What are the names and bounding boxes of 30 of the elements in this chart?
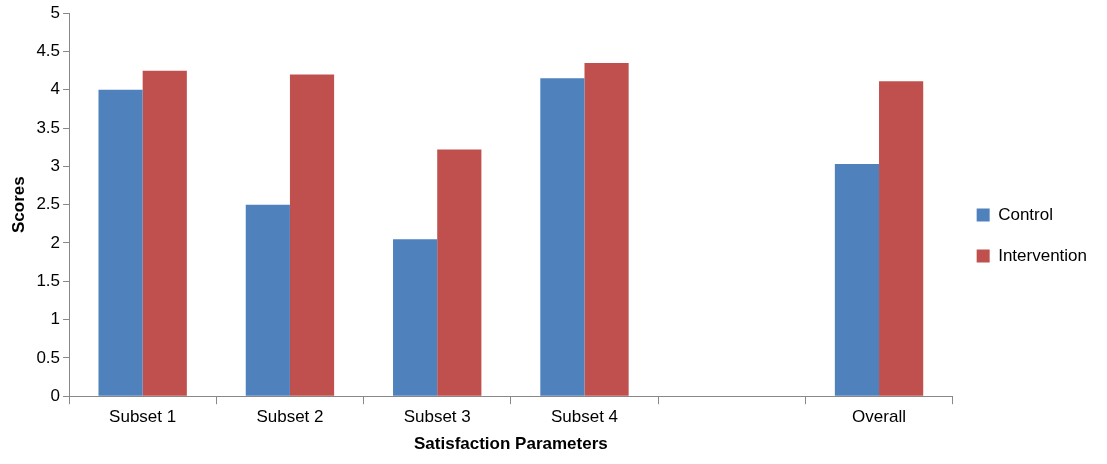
- y-tick-label: 0: [50, 385, 61, 405]
- x-tick-label: Subset 1: [109, 407, 177, 427]
- bar: [245, 204, 290, 396]
- bar: [98, 89, 143, 396]
- bar: [584, 62, 629, 396]
- x-axis-title: Satisfaction Parameters: [414, 434, 608, 454]
- bar: [540, 78, 585, 396]
- y-tick-label: 2: [50, 232, 61, 252]
- bar: [879, 81, 924, 396]
- y-tick-label: 1.5: [36, 270, 61, 290]
- y-axis-title: Scores: [8, 176, 28, 234]
- bar: [289, 74, 335, 396]
- y-tick-label: 1: [50, 309, 61, 329]
- bar: [437, 149, 482, 396]
- legend-label: Control: [998, 204, 1053, 224]
- bar: [834, 164, 880, 396]
- bar: [142, 70, 187, 396]
- y-tick-label: 5: [50, 2, 61, 22]
- y-tick-label: 2.5: [36, 194, 61, 214]
- legend-label: Intervention: [998, 245, 1088, 265]
- y-tick-label: 0.5: [36, 347, 61, 367]
- x-tick-label: Subset 2: [256, 407, 324, 427]
- x-tick-label: Overall: [852, 407, 906, 427]
- y-tick-label: 4: [50, 79, 61, 99]
- y-tick-label: 3: [50, 156, 61, 176]
- y-tick-label: 4.5: [36, 41, 61, 61]
- y-tick-label: 3.5: [36, 117, 61, 137]
- bar: [393, 239, 438, 396]
- x-tick-label: Subset 3: [403, 407, 471, 427]
- x-tick-label: Subset 4: [550, 407, 619, 427]
